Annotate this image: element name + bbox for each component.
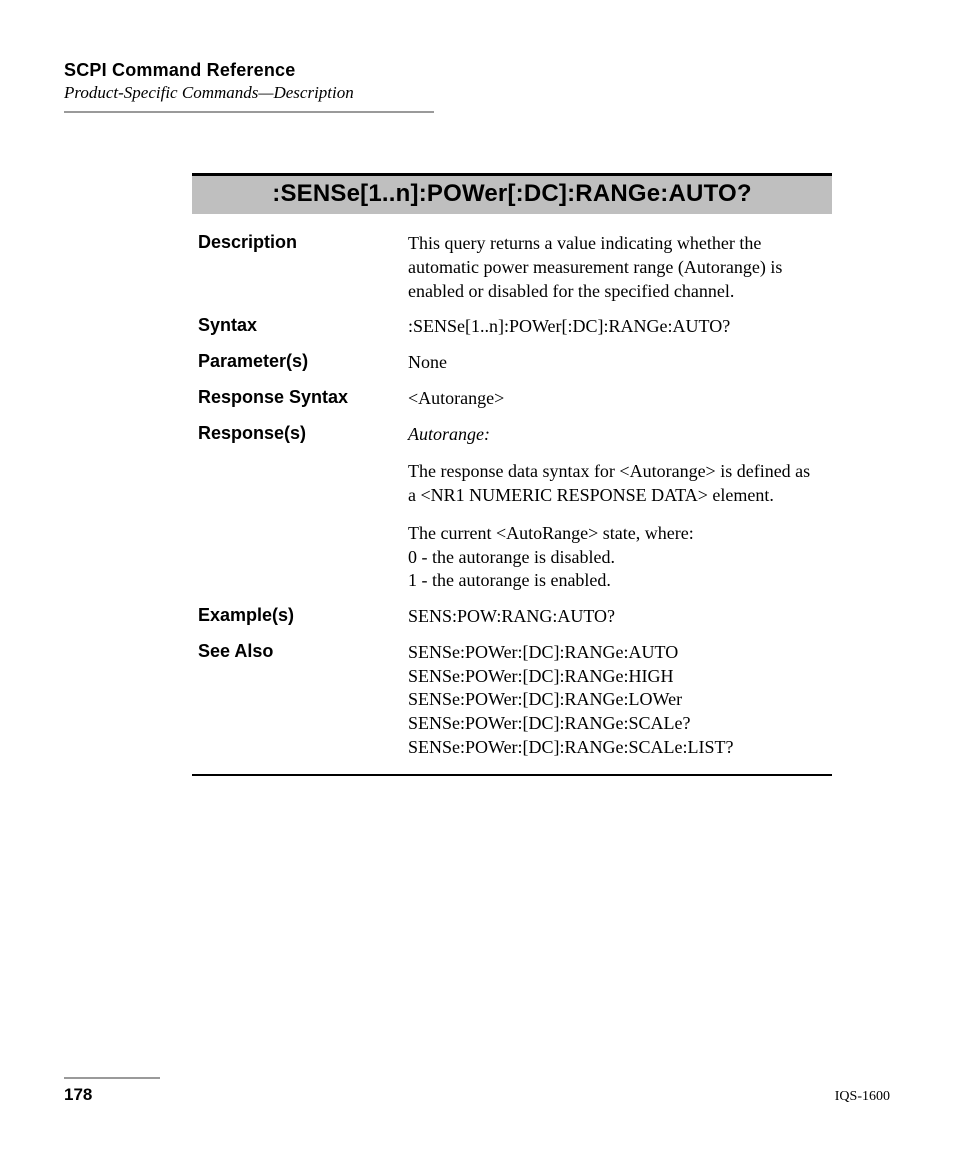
value-syntax: :SENSe[1..n]:POWer[:DC]:RANGe:AUTO? [408,315,822,339]
row-description: Description This query returns a value i… [198,232,822,303]
document-id: IQS-1600 [835,1089,890,1105]
responses-para2-l3: 1 - the autorange is enabled. [408,570,611,590]
header-title: SCPI Command Reference [64,60,890,81]
value-description: This query returns a value indicating wh… [408,232,822,303]
label-parameters: Parameter(s) [198,351,408,372]
row-examples: Example(s) SENS:POW:RANG:AUTO? [198,605,822,629]
label-description: Description [198,232,408,253]
see-also-l3: SENSe:POWer:[DC]:RANGe:LOWer [408,688,822,712]
responses-para1: The response data syntax for <Autorange>… [408,460,822,508]
responses-para2-l2: 0 - the autorange is disabled. [408,547,615,567]
value-response-syntax: <Autorange> [408,387,822,411]
command-title: :SENSe[1..n]:POWer[:DC]:RANGe:AUTO? [272,180,751,207]
value-responses: Autorange: The response data syntax for … [408,423,822,594]
value-parameters: None [408,351,822,375]
see-also-l2: SENSe:POWer:[DC]:RANGe:HIGH [408,665,822,689]
row-responses: Response(s) Autorange: The response data… [198,423,822,594]
responses-para2: The current <AutoRange> state, where: 0 … [408,522,822,593]
page-footer: 178 IQS-1600 [64,1077,890,1105]
footer-rule [64,1077,160,1079]
label-response-syntax: Response Syntax [198,387,408,408]
responses-lead: Autorange: [408,423,822,447]
command-block: :SENSe[1..n]:POWer[:DC]:RANGe:AUTO? Desc… [192,173,832,776]
see-also-l5: SENSe:POWer:[DC]:RANGe:SCALe:LIST? [408,736,822,760]
header-subtitle: Product-Specific Commands—Description [64,83,890,103]
command-title-bar: :SENSe[1..n]:POWer[:DC]:RANGe:AUTO? [192,173,832,214]
see-also-l1: SENSe:POWer:[DC]:RANGe:AUTO [408,641,822,665]
footer-row: 178 IQS-1600 [64,1085,890,1105]
label-examples: Example(s) [198,605,408,626]
page-number: 178 [64,1085,92,1105]
row-syntax: Syntax :SENSe[1..n]:POWer[:DC]:RANGe:AUT… [198,315,822,339]
label-syntax: Syntax [198,315,408,336]
row-response-syntax: Response Syntax <Autorange> [198,387,822,411]
command-body: Description This query returns a value i… [192,214,832,776]
label-see-also: See Also [198,641,408,662]
value-examples: SENS:POW:RANG:AUTO? [408,605,822,629]
row-parameters: Parameter(s) None [198,351,822,375]
responses-para2-l1: The current <AutoRange> state, where: [408,523,694,543]
row-see-also: See Also SENSe:POWer:[DC]:RANGe:AUTO SEN… [198,641,822,760]
value-see-also: SENSe:POWer:[DC]:RANGe:AUTO SENSe:POWer:… [408,641,822,760]
header-rule [64,111,434,113]
label-responses: Response(s) [198,423,408,444]
see-also-l4: SENSe:POWer:[DC]:RANGe:SCALe? [408,712,822,736]
page-header: SCPI Command Reference Product-Specific … [64,60,890,113]
